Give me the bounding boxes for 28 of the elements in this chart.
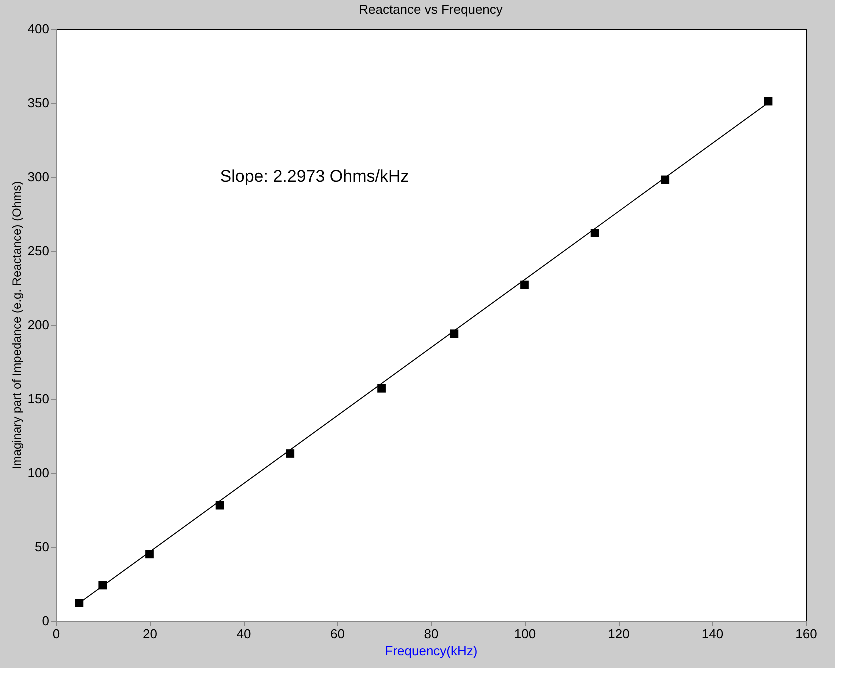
x-tick-label: 120 [608,626,630,642]
y-tick-label: 250 [28,244,50,258]
y-tick-label: 300 [28,170,50,184]
point [378,384,386,393]
x-tick-label: 0 [52,626,60,642]
x-tick-label: 40 [236,626,252,642]
annotation: Slope: 2.2973 Ohms/kHz [220,167,410,186]
x-axis-title: Frequency(kHz) [385,644,478,658]
point [590,229,600,238]
y-tick-label: 400 [28,22,50,36]
point [286,450,295,458]
y-tick-label: 0 [42,614,50,628]
x-tick-label: 140 [702,626,724,642]
point [75,599,84,608]
y-tick-label: 100 [28,466,50,480]
chart-title: Reactance vs Frequency [359,2,504,17]
y-tick-label: 50 [35,540,50,554]
y-axis-title: Imaginary part of Impedance (e.g. Reactance) (Ohms) [10,181,24,470]
x-tick-label: 160 [796,626,818,642]
x-tick-label: 80 [424,626,439,642]
point [146,550,154,559]
y-tick-label: 350 [28,96,50,110]
x-tick-label: 100 [514,626,536,642]
x-tick-label: 60 [330,626,345,642]
y-tick-label: 200 [28,318,50,332]
point [520,280,529,290]
y-tick-label: 150 [28,392,50,406]
x-tick-label: 20 [143,626,158,642]
